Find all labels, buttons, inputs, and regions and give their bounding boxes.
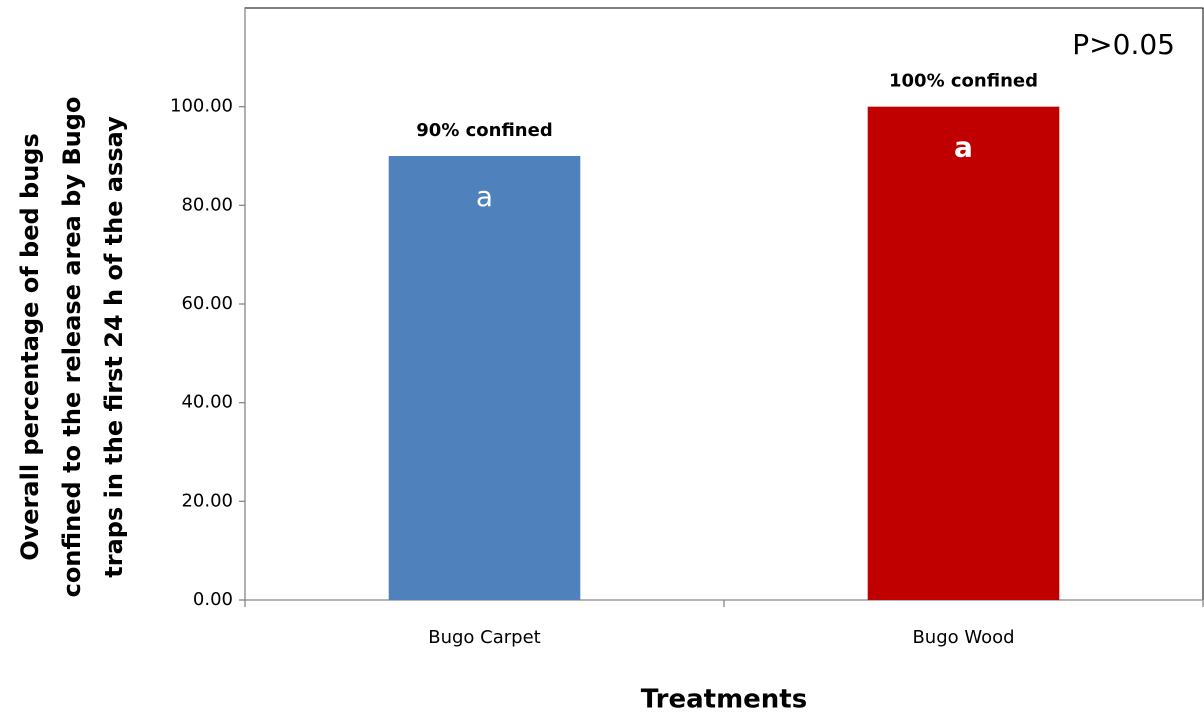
y-axis-label-line: traps in the first 24 h of the assay (100, 116, 128, 578)
y-tick-label: 20.00 (181, 490, 233, 511)
x-tick-label: Bugo Wood (912, 627, 1014, 648)
y-tick-label: 80.00 (181, 194, 233, 215)
bar (867, 106, 1060, 601)
value-label: 100% confined (889, 71, 1038, 92)
y-tick-label: 100.00 (170, 96, 233, 117)
y-tick-label: 0.00 (193, 589, 233, 610)
y-tick-label: 60.00 (181, 293, 233, 314)
y-axis-label: Overall percentage of bed bugs confined … (16, 97, 128, 598)
bar-letter: a (954, 131, 973, 164)
annotation: P>0.05 (1072, 28, 1175, 61)
y-axis-label-line: confined to the release area by Bugo (58, 97, 86, 598)
value-label: 90% confined (416, 120, 552, 141)
bar-letter: a (476, 180, 493, 213)
bar (388, 156, 581, 600)
y-tick-label: 40.00 (181, 392, 233, 413)
x-axis-label: Treatments (641, 685, 807, 715)
y-axis-label-line: Overall percentage of bed bugs (16, 133, 44, 561)
x-tick-label: Bugo Carpet (428, 627, 540, 648)
